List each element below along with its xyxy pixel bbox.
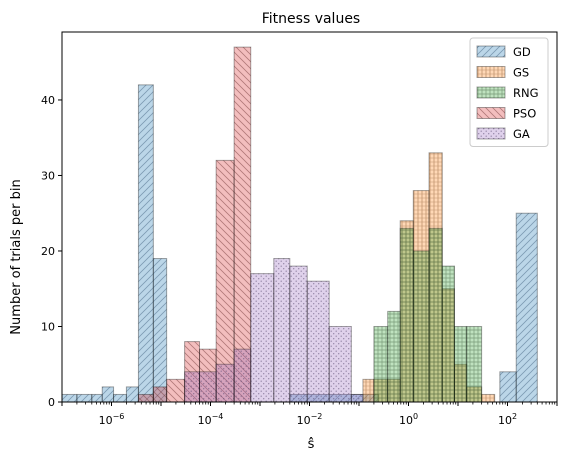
legend-swatch-hatch: [476, 45, 506, 58]
bar-hatch-gd-1: [76, 393, 93, 403]
legend-swatch-hatch: [476, 107, 506, 119]
bar-hatch-gd-12: [499, 371, 517, 403]
legend-item-gd: GD: [476, 45, 531, 59]
y-axis-label: Number of trials per bin: [9, 179, 24, 334]
bar-hatch-rng-0: [373, 325, 389, 403]
bar-hatch-rng-3: [412, 250, 430, 403]
bar-hatch-rng-6: [454, 325, 468, 403]
bar-hatch-gd-2: [91, 393, 103, 403]
bar-hatch-rng-5: [441, 265, 456, 403]
legend-item-pso: PSO: [476, 107, 536, 121]
y-tick-label-0: 0: [48, 396, 55, 409]
bar-hatch-ga-4: [250, 273, 275, 403]
y-tick-label-30: 30: [41, 169, 55, 182]
chart-title: Fitness values: [262, 11, 360, 27]
legend-swatch-hatch: [476, 66, 506, 78]
bar-hatch-ga-3: [233, 348, 252, 403]
bar-hatch-ga-6: [289, 265, 308, 403]
x-tick-label-−2: 10−2: [297, 412, 323, 427]
bar-hatch-rng-2: [399, 227, 414, 403]
bar-hatch-pso-1: [152, 386, 168, 403]
bar-hatch-ga-8: [328, 325, 352, 403]
legend: GD GS RNG PSO GA: [469, 37, 549, 147]
y-tick-label-20: 20: [41, 245, 55, 258]
x-tick-label-0: 100: [399, 412, 418, 427]
legend-swatch-hatch: [476, 86, 506, 99]
bar-hatch-ga-0: [184, 371, 201, 403]
legend-label: RNG: [513, 86, 539, 100]
bar-hatch-rng-4: [428, 227, 443, 403]
x-tick-label-2: 102: [498, 412, 517, 427]
bar-hatch-pso-0: [137, 393, 154, 403]
bar-hatch-gd-0: [61, 393, 78, 403]
legend-frame: [469, 37, 549, 147]
legend-item-ga: GA: [476, 127, 530, 141]
series-rng: [373, 227, 483, 403]
legend-label: GD: [513, 45, 531, 59]
bar-hatch-gd-13: [515, 212, 538, 403]
legend-label: GS: [513, 66, 529, 80]
bar-hatch-gs-0: [362, 378, 375, 403]
bar-hatch-ga-5: [273, 258, 291, 403]
axes-layer: 0 10 20 30 40 10−6 10−4 10−2 100 102: [41, 31, 558, 427]
x-tick-label-−6: 10−6: [99, 412, 125, 427]
bar-hatch-gd-4: [113, 393, 127, 403]
legend-label: PSO: [513, 107, 536, 121]
bar-hatch-ga-9: [350, 393, 364, 403]
bar-hatch-pso-2: [166, 378, 186, 403]
x-tick-label-−4: 10−4: [198, 412, 224, 427]
bar-hatch-rng-1: [387, 310, 401, 403]
legend-item-gs: GS: [476, 66, 529, 80]
y-tick-label-10: 10: [41, 320, 55, 333]
bar-hatch-gd-7: [152, 258, 168, 403]
bar-hatch-ga-1: [199, 371, 217, 403]
bars-layer: [61, 46, 538, 403]
bar-hatch-rng-7: [466, 325, 483, 403]
bar-hatch-gd-3: [101, 386, 115, 403]
x-axis-label: ŝ̂: [308, 437, 315, 452]
legend-label: GA: [513, 127, 530, 141]
series-ga: [184, 258, 364, 403]
bar-hatch-ga-2: [215, 363, 235, 403]
y-tick-label-40: 40: [41, 94, 55, 107]
bar-hatch-gd-5: [125, 386, 139, 403]
legend-swatch-hatch: [476, 127, 506, 140]
bar-hatch-gs-9: [481, 393, 496, 403]
legend-item-rng: RNG: [476, 86, 539, 100]
bar-hatch-gd-6: [137, 84, 154, 403]
bar-hatch-ga-7: [306, 280, 330, 403]
series-pso: [137, 46, 252, 403]
